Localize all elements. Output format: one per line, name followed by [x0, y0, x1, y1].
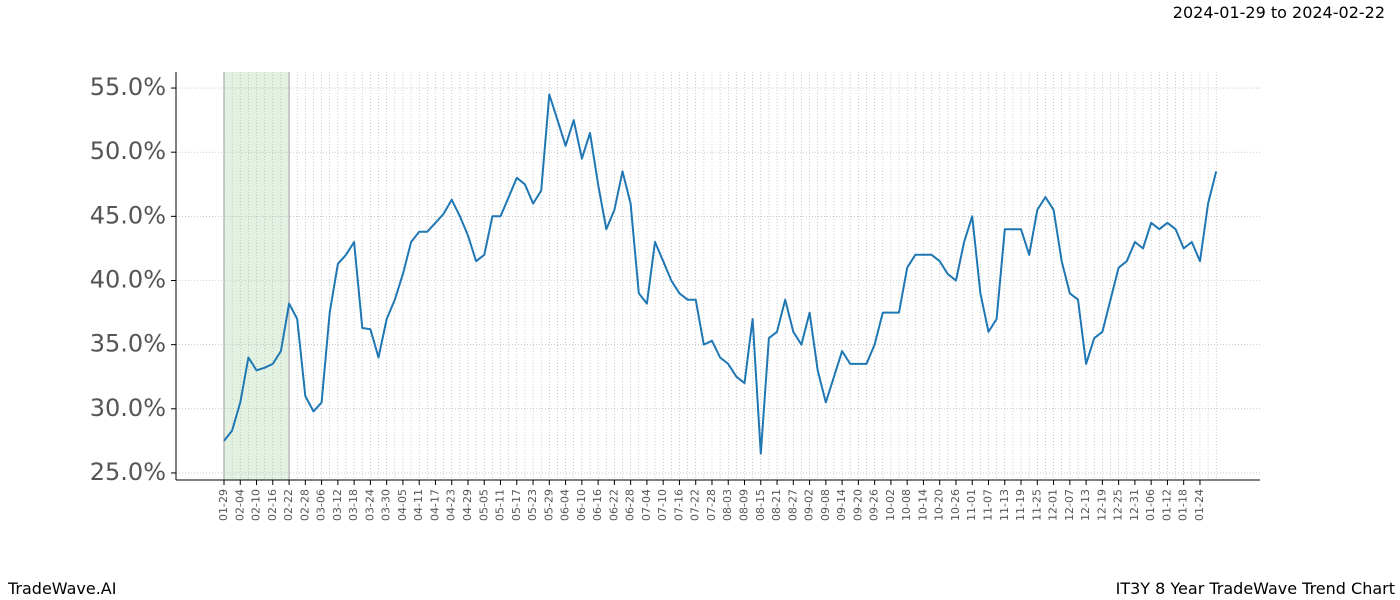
x-tick-label: 03-24 — [363, 489, 376, 521]
x-tick-label: 09-02 — [803, 489, 816, 521]
trend-line — [223, 93, 1218, 455]
x-tick-label: 05-17 — [510, 489, 523, 521]
x-tick-label: 04-05 — [396, 489, 409, 521]
y-tick-label: 40.0% — [90, 265, 166, 293]
x-tick-label: 08-03 — [721, 489, 734, 521]
x-tick-label: 03-06 — [315, 489, 328, 521]
chart-title: IT3Y 8 Year TradeWave Trend Chart — [1116, 579, 1395, 598]
brand-label: TradeWave.AI — [7, 579, 116, 598]
y-tick-label: 30.0% — [90, 394, 166, 422]
x-tick-label: 06-16 — [591, 489, 604, 521]
x-tick-label: 12-07 — [1063, 489, 1076, 521]
x-tick-label: 09-08 — [819, 489, 832, 521]
x-tick-label: 02-22 — [282, 489, 295, 521]
x-tick-label: 07-04 — [640, 489, 653, 521]
x-tick-label: 08-21 — [770, 489, 783, 521]
x-tick-label: 04-23 — [445, 489, 458, 521]
x-tick-label: 02-10 — [250, 489, 263, 521]
y-tick-label: 25.0% — [90, 458, 166, 486]
y-tick-label: 45.0% — [90, 201, 166, 229]
x-tick-label: 01-24 — [1193, 489, 1206, 521]
y-tick-label: 35.0% — [90, 330, 166, 358]
x-tick-label: 07-22 — [689, 489, 702, 521]
x-tick-label: 12-01 — [1047, 489, 1060, 521]
x-tick-label: 12-25 — [1112, 489, 1125, 521]
x-tick-label: 01-18 — [1177, 489, 1190, 521]
x-tick-label: 01-29 — [217, 489, 230, 521]
x-tick-label: 06-10 — [575, 489, 588, 521]
x-tick-label: 04-17 — [428, 489, 441, 521]
x-tick-label: 06-22 — [607, 489, 620, 521]
chart-subtitle: 2024-01-29 to 2024-02-22 — [1173, 3, 1385, 22]
x-tick-label: 08-27 — [786, 489, 799, 521]
x-tick-label: 03-18 — [347, 489, 360, 521]
x-tick-label: 10-26 — [949, 489, 962, 521]
x-tick-label: 12-13 — [1079, 489, 1092, 521]
x-tick-label: 07-28 — [705, 489, 718, 521]
x-tick-label: 11-01 — [965, 489, 978, 521]
x-tick-label: 08-09 — [738, 489, 751, 521]
x-tick-label: 03-12 — [331, 489, 344, 521]
x-tick-label: 02-16 — [266, 489, 279, 521]
x-tick-label: 05-11 — [494, 489, 507, 521]
y-tick-label: 50.0% — [90, 137, 166, 165]
y-tick-label: 55.0% — [90, 73, 166, 101]
x-tick-label: 11-19 — [1014, 489, 1027, 521]
x-tick-label: 02-04 — [233, 489, 246, 521]
x-tick-label: 12-19 — [1095, 489, 1108, 521]
x-tick-label: 10-02 — [884, 489, 897, 521]
x-tick-label: 09-20 — [851, 489, 864, 521]
x-tick-label: 01-12 — [1160, 489, 1173, 521]
x-tick-label: 07-10 — [656, 489, 669, 521]
x-tick-label: 10-08 — [900, 489, 913, 521]
x-tick-label: 11-07 — [982, 489, 995, 521]
x-tick-label: 10-20 — [933, 489, 946, 521]
x-tick-label: 06-28 — [624, 489, 637, 521]
x-tick-label: 07-16 — [672, 489, 685, 521]
x-tick-label: 01-06 — [1144, 489, 1157, 521]
x-tick-label: 04-29 — [461, 489, 474, 521]
x-tick-label: 12-31 — [1128, 489, 1141, 521]
x-tick-label: 06-04 — [559, 489, 572, 521]
x-tick-label: 03-30 — [380, 489, 393, 521]
x-tick-label: 09-26 — [868, 489, 881, 521]
x-tick-label: 09-14 — [835, 489, 848, 521]
x-tick-label: 02-28 — [298, 489, 311, 521]
x-tick-label: 10-14 — [916, 489, 929, 521]
x-tick-label: 05-05 — [477, 489, 490, 521]
x-tick-label: 08-15 — [754, 489, 767, 521]
x-tick-label: 11-13 — [998, 489, 1011, 521]
x-tick-label: 04-11 — [412, 489, 425, 521]
x-tick-label: 05-23 — [526, 489, 539, 521]
x-tick-label: 11-25 — [1030, 489, 1043, 521]
x-tick-label: 05-29 — [542, 489, 555, 521]
